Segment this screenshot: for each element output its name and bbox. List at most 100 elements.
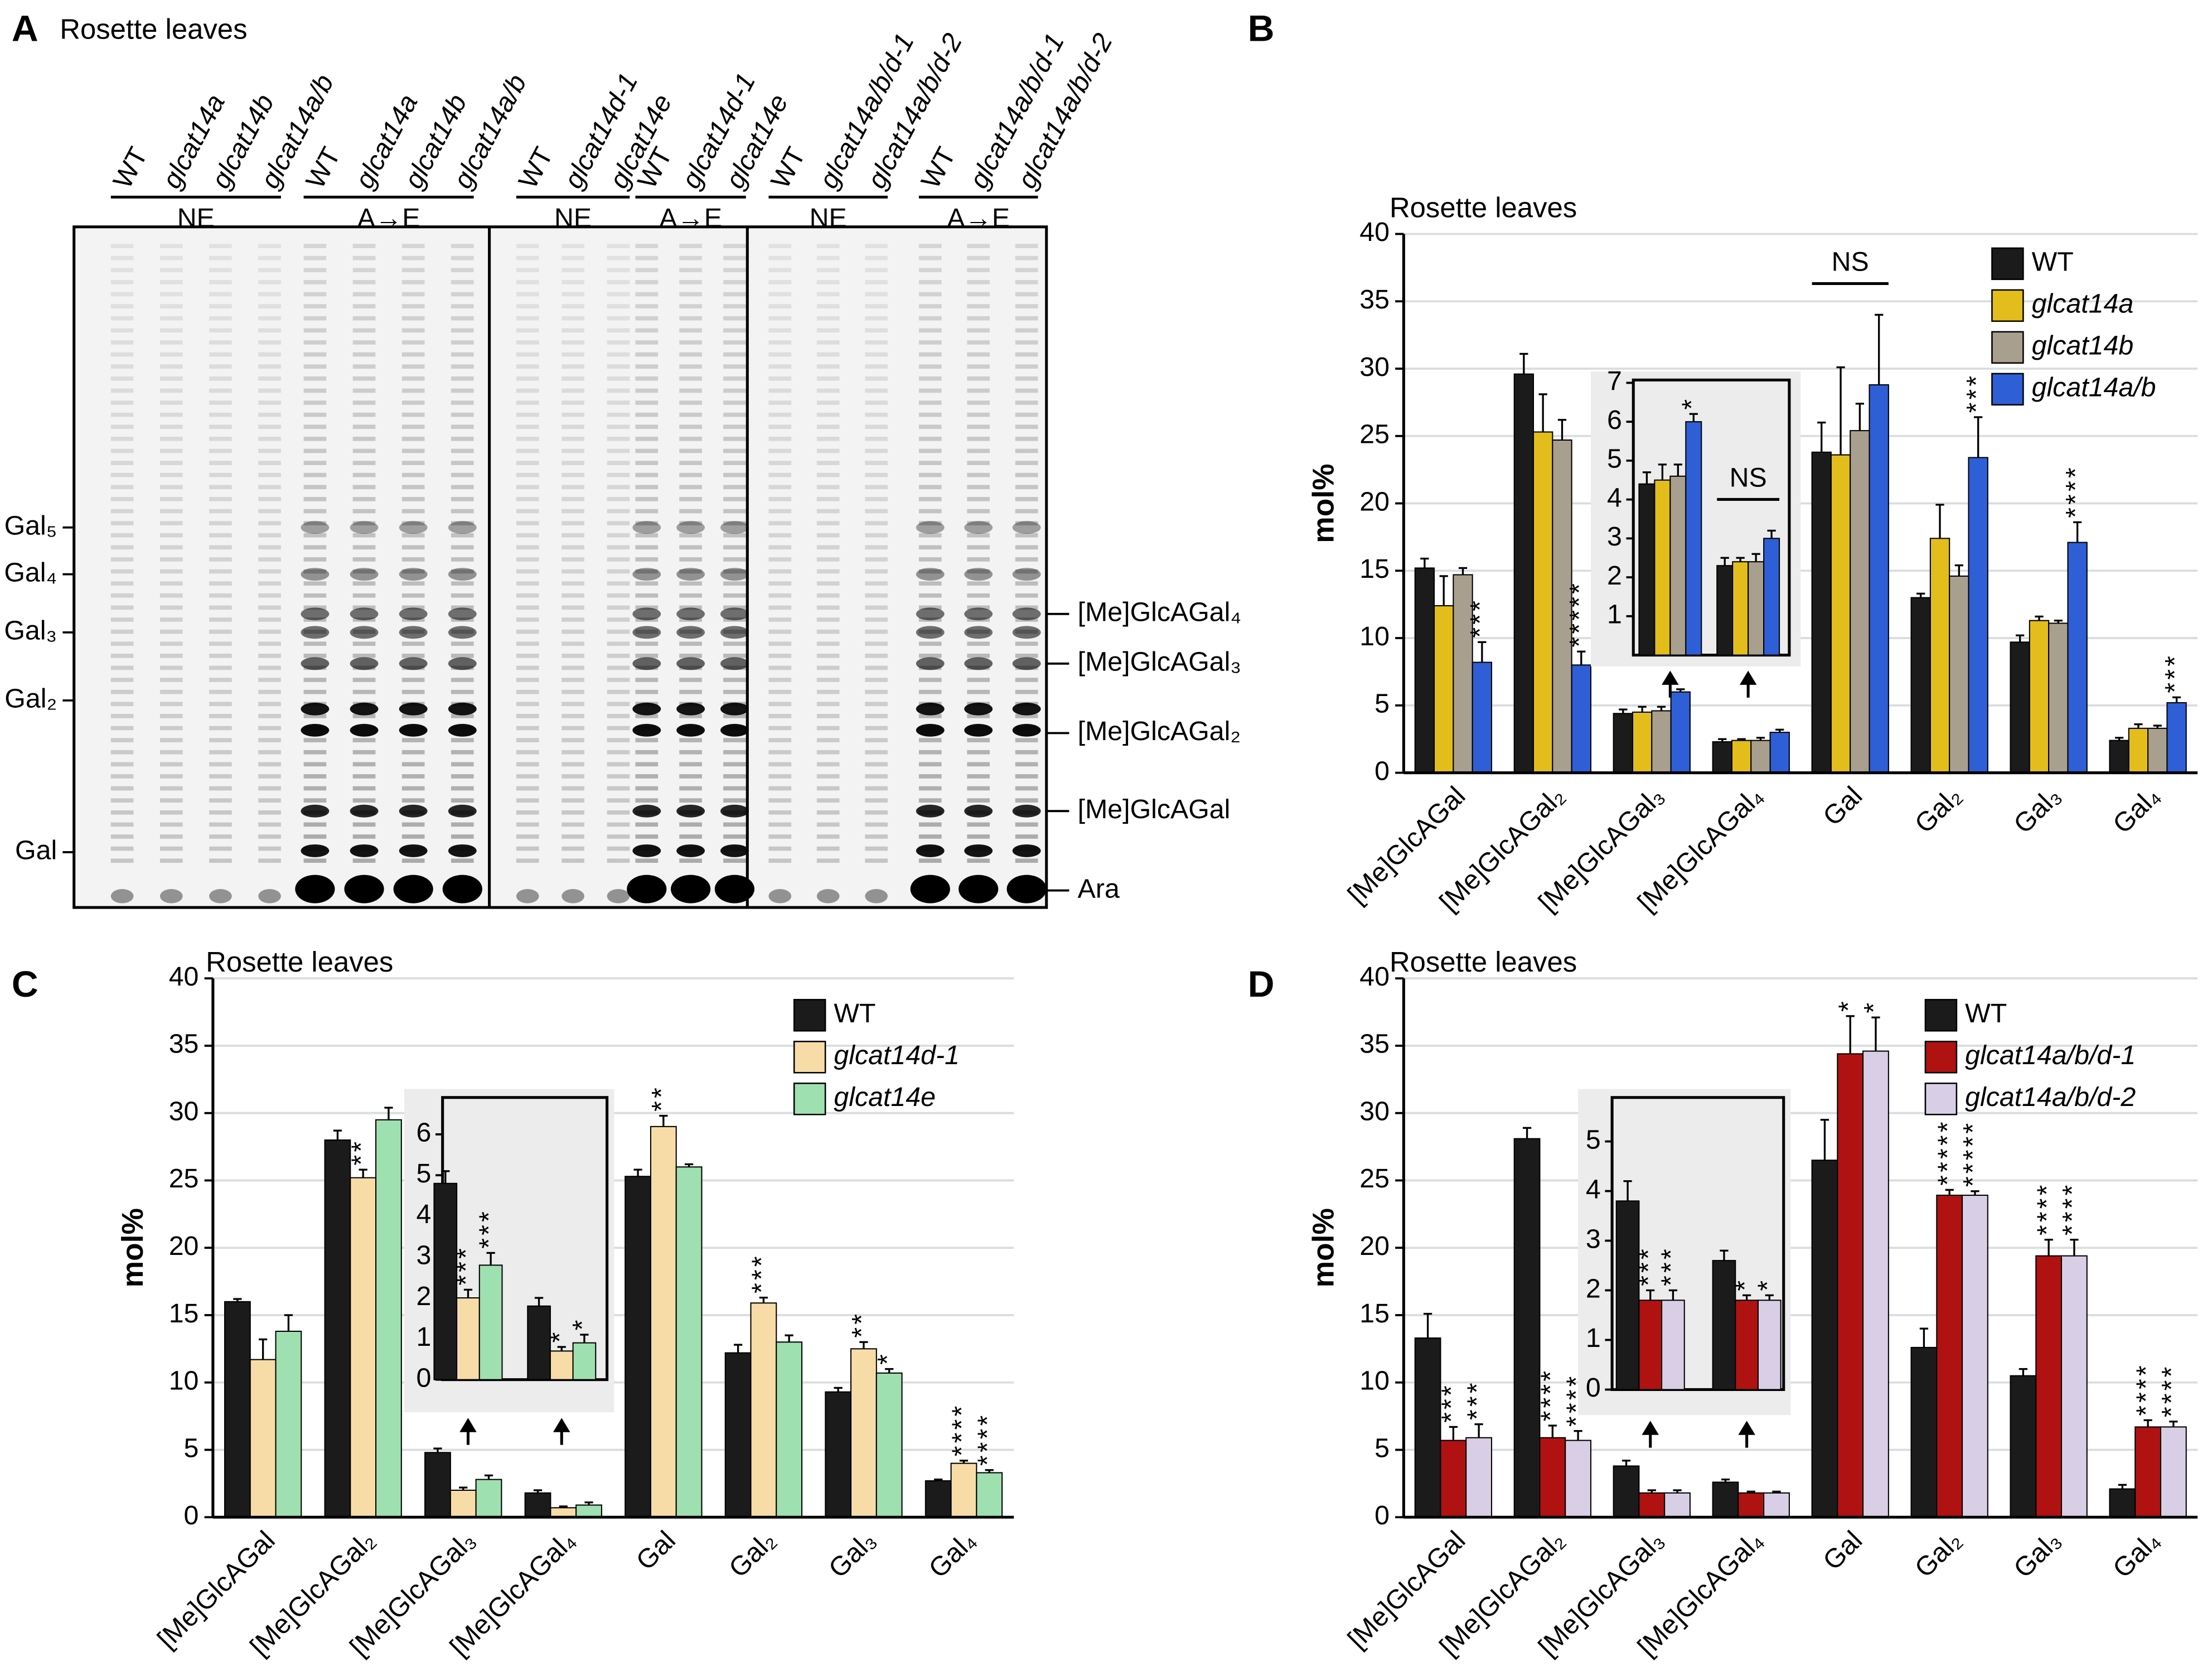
gel-ladder-band [679,545,702,550]
gel-ladder-band [159,485,183,490]
gel-ladder-band [451,533,474,538]
gel-ladder-band [1015,569,1038,574]
gel-ladder-band [768,521,792,525]
gel-ladder-band [159,834,183,839]
gel-ladder-band [562,485,584,490]
gel-ladder-band [159,364,183,369]
gel-ladder-band [865,665,888,670]
gel-ladder-band [723,304,746,308]
gel-ladder-band [918,714,942,718]
gel-ladder-band [1015,714,1038,718]
gel-ladder-band [967,750,990,755]
gel-ladder-band [401,557,425,562]
gel-ladder-band [967,280,990,284]
bar [1661,1300,1685,1390]
gel-ladder-band [607,702,630,707]
bar [1638,1300,1663,1390]
gel-band [676,804,705,818]
gel-ladder-band [1015,316,1038,321]
gel-ladder-band [768,497,792,501]
gel-ladder-band [607,352,630,357]
inset-frame [1610,1096,1785,1391]
gel-ladder-band [451,437,474,441]
gel-ladder-band [816,689,840,694]
gel-ladder-band [679,292,702,297]
gel-ladder-band [352,304,376,308]
bar [1811,1160,1838,1518]
gel-ladder-band [451,834,474,839]
gel-ladder-band [303,268,327,273]
significance: **** [2131,1363,2161,1416]
right-marker: [Me]GlcAGal₃ [1078,647,1241,677]
bar [1732,561,1749,656]
gel-ladder-band [967,497,990,501]
gel-ladder-band [635,822,659,827]
gel-ladder-band [209,304,232,308]
gel-band [916,844,945,857]
gel-ladder-band [451,678,474,682]
gel-ladder-band [258,268,281,273]
gel-ladder-band [1015,798,1038,803]
gel-ladder-band [918,255,942,260]
gel-ladder-band [768,750,792,755]
gel-ladder-band [562,448,584,453]
gel-ladder-band [723,472,746,477]
gel-ladder-band [562,858,584,863]
gel-ladder-band [918,521,942,525]
gel-ladder-band [635,244,659,248]
gel-ladder-band [516,689,539,694]
gel-ladder-band [865,497,888,501]
gel-ladder-band [159,798,183,803]
gel-ladder-band [516,714,539,718]
gel-ladder-band [1015,437,1038,441]
gel-ladder-band [516,280,539,284]
gel-ladder-band [1015,581,1038,586]
gel-band [720,521,749,534]
gel-ladder-band [1015,557,1038,562]
gel-band [916,626,945,639]
gel-ladder-band [516,846,539,851]
bar [527,1305,551,1380]
gel-ladder-band [562,304,584,308]
gel-ladder-band [679,689,702,694]
gel-band [720,844,749,857]
gel-ladder-band [679,786,702,791]
gel-ladder-band [352,316,376,321]
gel-ladder-band [110,786,134,791]
y-tick-label: 40 [1359,217,1390,247]
gel-ladder-band [607,521,630,525]
bar [324,1139,351,1518]
legend-swatch [1991,289,2024,322]
gel-ladder-band [967,304,990,308]
gel-ladder-band [768,304,792,308]
gel-ladder-band [607,533,630,538]
gel-ladder-band [723,280,746,284]
gel-band [258,889,281,904]
gel-ladder-band [516,798,539,803]
inset-y-tick-label: 3 [1607,521,1622,552]
bar [1929,538,1950,774]
gel-ladder-band [679,388,702,393]
gel-ladder-band [159,412,183,417]
gel-ladder-band [159,665,183,670]
inset-y-tick-label: 0 [1586,1373,1601,1403]
gel-ladder-band [865,641,888,646]
gel-ladder-band [110,521,134,525]
gel-ladder-band [865,424,888,429]
bar [1414,567,1435,774]
gel-ladder-band [768,581,792,586]
group-label: A→E [659,203,722,233]
bar [1830,454,1851,774]
legend-swatch [1924,1041,1958,1074]
gel-ladder-band [110,316,134,321]
group-label: A→E [357,203,420,233]
gel-ladder-band [451,858,474,863]
gel-ladder-band [516,412,539,417]
gel-ladder-band [159,376,183,381]
gel-ladder-band [562,364,584,369]
gel-ladder-band [679,352,702,357]
gel-ladder-band [1015,822,1038,827]
gel-ladder-band [816,786,840,791]
gel-ladder-band [635,412,659,417]
gel-band [1012,657,1041,670]
